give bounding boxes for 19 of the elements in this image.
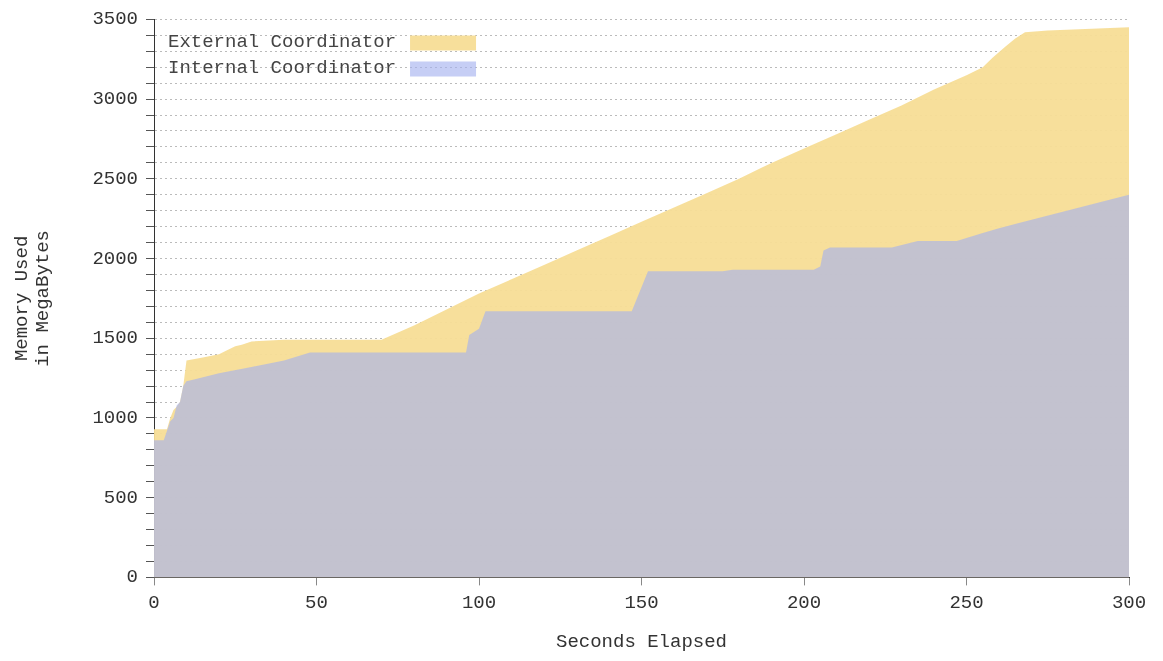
x-tick-label: 0	[148, 591, 160, 614]
y-tick-label: 500	[103, 486, 138, 509]
y-tick-label: 3000	[92, 88, 138, 111]
x-tick-label: 250	[949, 591, 984, 614]
y-tick-label: 3500	[92, 8, 138, 31]
y-tick-label: 2000	[92, 247, 138, 270]
x-tick-label: 150	[624, 591, 659, 614]
legend-label: External Coordinator	[168, 31, 397, 54]
x-tick-label: 50	[305, 591, 328, 614]
x-tick-label: 100	[461, 591, 497, 614]
y-tick-label: 1000	[92, 407, 138, 429]
y-tick-label: 1500	[92, 327, 138, 350]
x-tick-label: 200	[786, 591, 822, 614]
y-tick-label: 0	[126, 566, 138, 589]
y-axis-title: Memory Used in MegaBytes	[11, 229, 55, 367]
x-axis-title: Seconds Elapsed	[555, 630, 728, 653]
x-tick-label: 300	[1111, 591, 1147, 614]
legend-label: Internal Coordinator	[168, 57, 397, 80]
y-tick-label: 2500	[92, 167, 138, 190]
